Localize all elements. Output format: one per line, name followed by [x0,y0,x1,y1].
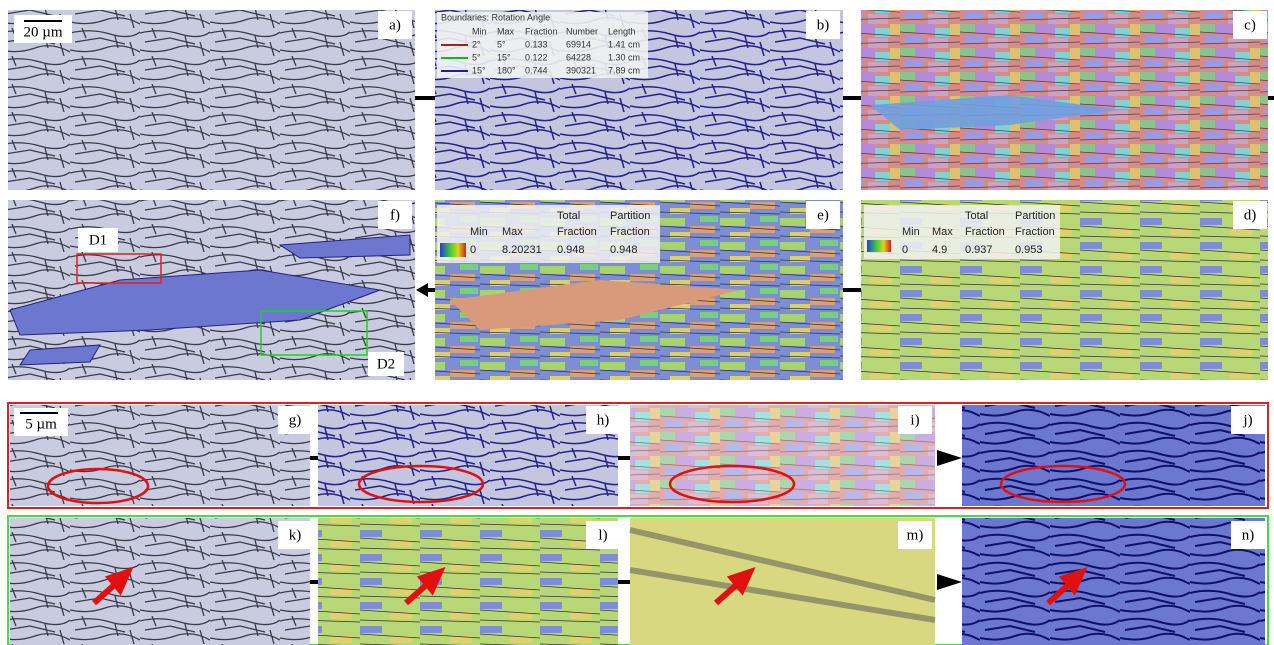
table-header: Partition [1015,210,1055,222]
table-header: Min [472,26,487,36]
table-cell: 0 [470,244,476,256]
scale-bar-label: 20 µm [23,24,62,40]
panel-label: e) [817,207,829,223]
table-header: Number [566,26,598,36]
table-header: Max [932,226,953,238]
table-cell: 7.89 cm [608,65,640,75]
table-cell: 1.41 cm [608,39,640,49]
table-cell: 15° [472,65,486,75]
table-cell: 64228 [566,52,591,62]
panel-label: k) [289,527,302,543]
table-header: Partition [610,210,650,222]
panel-label: m) [907,527,924,543]
table-header: Fraction [965,226,1005,238]
table-cell: 0 [902,244,908,256]
region-label: D1 [89,232,107,248]
table-cell: 180° [497,65,516,75]
table-cell: 2° [472,39,481,49]
panel-label: n) [1242,527,1255,543]
table-cell: 5° [497,39,506,49]
table-cell: 0.133 [525,39,548,49]
table-cell: 1.30 cm [608,52,640,62]
panel-label: i) [910,412,919,428]
table-title: Boundaries: Rotation Angle [441,12,550,22]
table-header: Fraction [557,226,597,238]
panel-label: h) [597,412,610,428]
table-cell: 0.948 [610,244,638,256]
panel-label: a) [389,17,401,33]
panel-label: c) [1244,17,1256,33]
table-cell: 4.9 [932,244,947,256]
figure: a) b) c) f) e) d) g) h) i) j) k) l) m) n) 20 µm 5 µm D1 D… [0,0,1274,645]
table-cell: 0.948 [557,244,585,256]
panel-label: j) [1242,412,1252,428]
table-cell: 390321 [566,65,596,75]
table-cell: 15° [497,52,511,62]
table-cell: 0.937 [965,244,993,256]
table-header: Total [557,210,580,222]
table-header: Max [497,26,515,36]
panel-c [861,10,1268,190]
table-header: Max [502,226,523,238]
panel-label: b) [817,17,830,33]
panel-label: d) [1244,207,1257,223]
table-header: Fraction [610,226,650,238]
table-cell: 69914 [566,39,591,49]
table-header: Fraction [1015,226,1055,238]
panel-label: l) [598,527,607,543]
panels [8,10,1274,645]
table-cell: 5° [472,52,481,62]
scale-bar-label: 5 µm [25,416,57,432]
panel-label: f) [390,207,400,223]
panel-label: g) [289,412,302,428]
table-header: Min [470,226,488,238]
table-header: Length [608,26,636,36]
table-header: Fraction [525,26,558,36]
table-cell: 0.744 [525,65,548,75]
table-header: Total [965,210,988,222]
table-cell: 0.953 [1015,244,1043,256]
table-cell: 0.122 [525,52,548,62]
table-cell: 8.20231 [502,244,542,256]
region-label: D2 [377,356,395,372]
table-header: Min [902,226,920,238]
